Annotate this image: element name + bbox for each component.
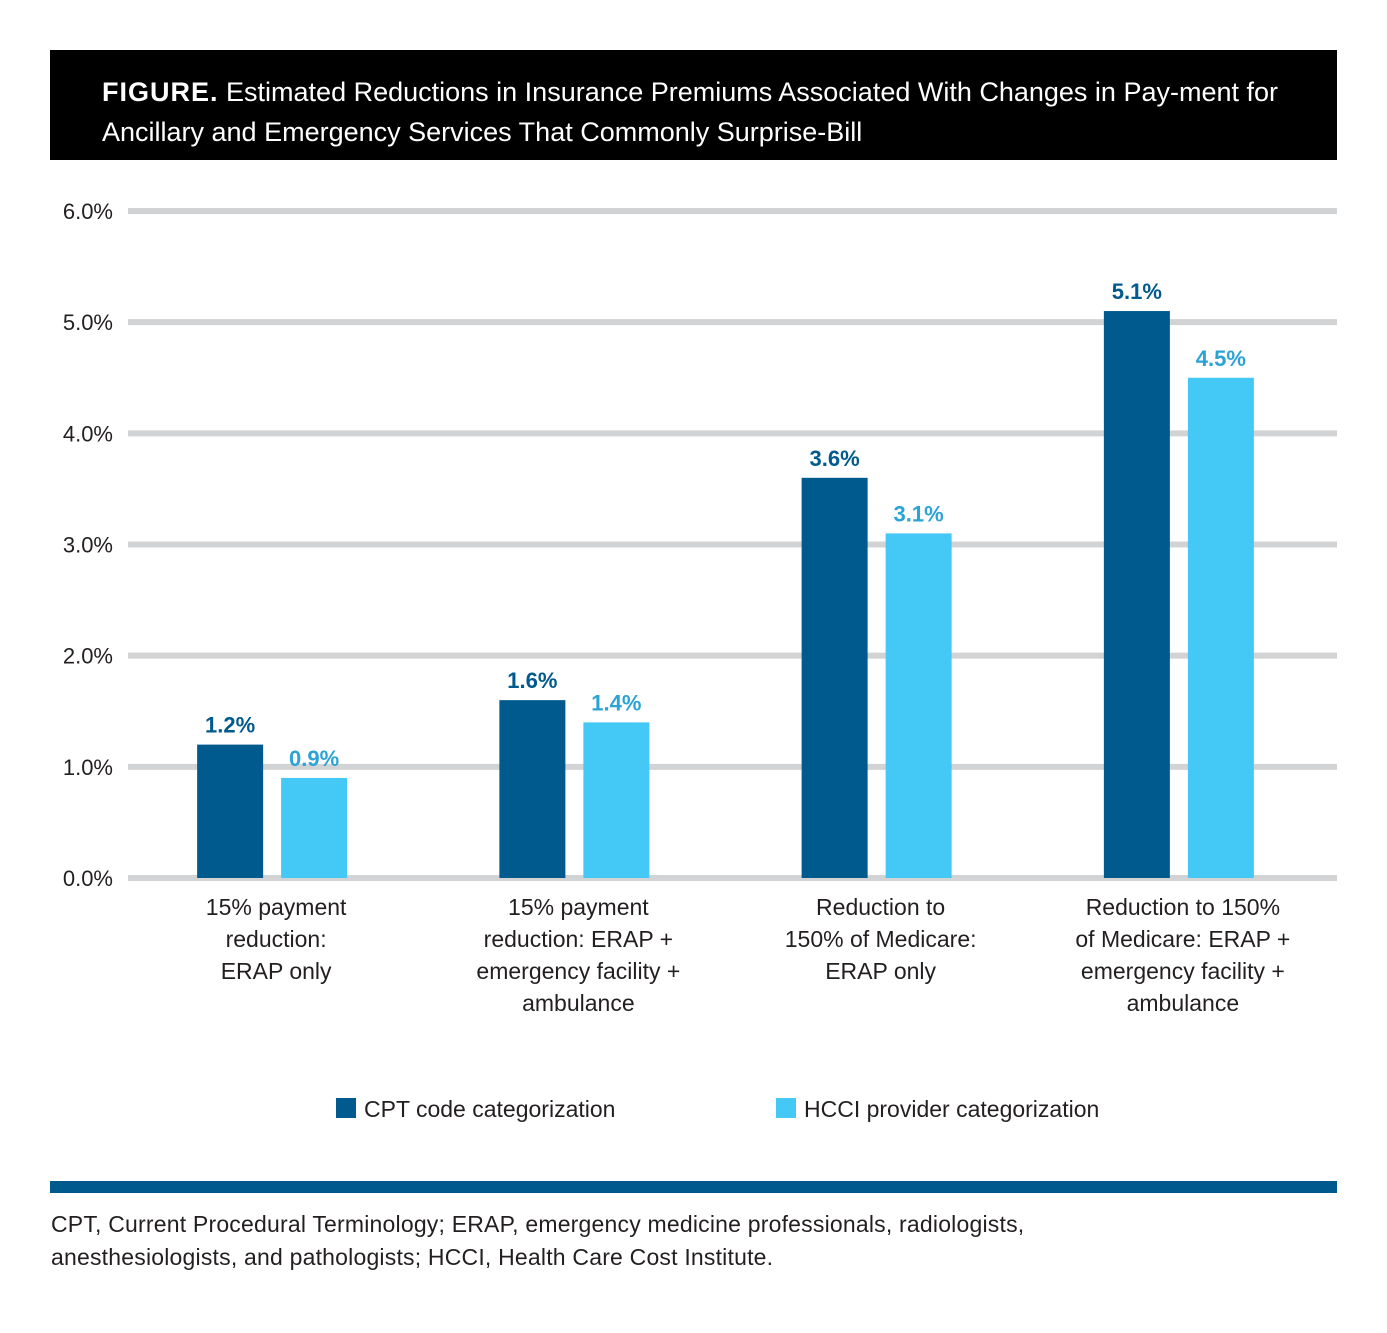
x-category-label: ambulance bbox=[1127, 990, 1240, 1016]
footnote-line: anesthesiologists, and pathologists; HCC… bbox=[51, 1244, 774, 1270]
figure-header: FIGURE. Estimated Reductions in Insuranc… bbox=[50, 50, 1337, 160]
x-category-label: 150% of Medicare: bbox=[785, 926, 977, 952]
y-tick-label: 0.0% bbox=[63, 866, 113, 891]
x-category-label: ERAP only bbox=[825, 958, 936, 984]
x-category-label: ERAP only bbox=[221, 958, 332, 984]
x-category-label: emergency facility + bbox=[476, 958, 680, 984]
bar-hcci bbox=[1187, 377, 1254, 878]
legend-swatch bbox=[776, 1098, 796, 1118]
footnote-line: CPT, Current Procedural Terminology; ERA… bbox=[51, 1211, 1025, 1237]
legend-label: CPT code categorization bbox=[364, 1096, 615, 1122]
x-category-label: ambulance bbox=[522, 990, 635, 1016]
bar-hcci bbox=[281, 777, 348, 878]
legend-swatch bbox=[336, 1098, 356, 1118]
bar-hcci bbox=[885, 533, 952, 878]
bar-cpt bbox=[801, 477, 868, 878]
divider-rule bbox=[50, 1181, 1337, 1193]
bar-cpt bbox=[1103, 311, 1170, 878]
y-tick-label: 6.0% bbox=[63, 199, 113, 224]
legend: CPT code categorization HCCI provider cat… bbox=[336, 1096, 1099, 1122]
x-category-label: Reduction to 150% bbox=[1086, 894, 1280, 920]
y-tick-label: 3.0% bbox=[63, 533, 113, 558]
data-label: 1.4% bbox=[591, 690, 641, 715]
x-axis-categories: 15% payment reduction: ERAP only 15% paymen… bbox=[206, 894, 1291, 1016]
x-category-label: of Medicare: ERAP + bbox=[1075, 926, 1290, 952]
x-category-label: Reduction to bbox=[816, 894, 945, 920]
data-labels: 1.2% 0.9% 1.6% 1.4% 3.6% 3.1% 5.1% 4.5% bbox=[205, 279, 1246, 771]
bar-cpt bbox=[499, 700, 566, 878]
data-label: 1.2% bbox=[205, 713, 255, 738]
bar-chart: 0.0% 1.0% 2.0% 3.0% 4.0% 5.0% 6.0% 1.2% 0.9% 1.6… bbox=[63, 199, 1337, 1122]
x-category-label: emergency facility + bbox=[1081, 958, 1285, 984]
data-label: 4.5% bbox=[1196, 346, 1246, 371]
x-category-label: reduction: bbox=[226, 926, 327, 952]
x-category-label: 15% payment bbox=[508, 894, 649, 920]
data-label: 5.1% bbox=[1112, 279, 1162, 304]
footnote: CPT, Current Procedural Terminology; ERA… bbox=[51, 1208, 1301, 1274]
y-tick-label: 1.0% bbox=[63, 755, 113, 780]
x-category-label: 15% payment bbox=[206, 894, 347, 920]
bar-hcci bbox=[583, 722, 650, 878]
data-label: 3.1% bbox=[894, 501, 944, 526]
data-label: 0.9% bbox=[289, 746, 339, 771]
figure-label: FIGURE. bbox=[102, 77, 219, 107]
y-tick-label: 5.0% bbox=[63, 310, 113, 335]
x-category-label: reduction: ERAP + bbox=[484, 926, 673, 952]
y-axis-ticks: 0.0% 1.0% 2.0% 3.0% 4.0% 5.0% 6.0% bbox=[63, 199, 113, 891]
legend-label: HCCI provider categorization bbox=[804, 1096, 1099, 1122]
y-tick-label: 4.0% bbox=[63, 421, 113, 446]
bars bbox=[197, 311, 1254, 878]
data-label: 1.6% bbox=[507, 668, 557, 693]
bar-cpt bbox=[197, 744, 264, 878]
figure-title: Estimated Reductions in Insurance Premiu… bbox=[102, 77, 1279, 147]
data-label: 3.6% bbox=[810, 446, 860, 471]
y-tick-label: 2.0% bbox=[63, 644, 113, 669]
